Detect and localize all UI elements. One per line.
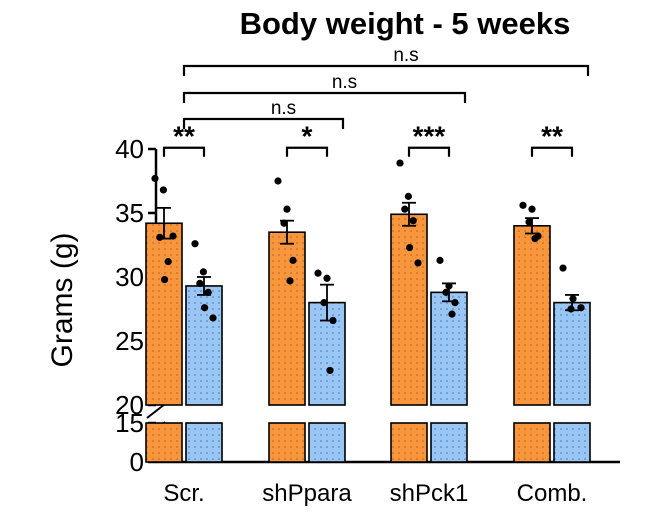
bar-blue-upper <box>185 285 223 406</box>
data-point <box>320 299 328 307</box>
data-point <box>525 218 533 226</box>
data-point <box>151 174 159 183</box>
data-point <box>448 310 456 318</box>
chart-title: Body weight - 5 weeks <box>240 6 571 41</box>
data-point <box>199 268 207 276</box>
x-tick-label: Scr. <box>163 480 204 507</box>
bars <box>145 213 591 463</box>
data-point <box>169 232 177 240</box>
significance-bracket <box>407 146 451 157</box>
data-point <box>274 177 282 185</box>
data-point <box>396 159 404 167</box>
y-tick-label: 30 <box>115 262 144 292</box>
y-tick-label: 15 <box>115 408 144 438</box>
bar-orange-lower <box>390 422 428 463</box>
x-axis-labels: Scr. shPpara shPck1 Comb. <box>163 480 587 507</box>
y-tick-label: 40 <box>115 134 144 164</box>
significance-annotations: ** * *** **n.sn.sn.s <box>162 45 590 157</box>
data-point <box>286 277 294 285</box>
data-point <box>414 259 422 267</box>
significance-bracket <box>162 146 206 157</box>
bar-orange-upper <box>145 222 183 406</box>
data-point <box>209 314 217 322</box>
x-tick-label: Comb. <box>517 480 588 507</box>
data-point <box>156 233 164 241</box>
significance-label-ns: n.s <box>332 72 357 93</box>
data-point <box>196 279 204 287</box>
data-point <box>401 205 409 213</box>
significance-bracket-ns <box>182 64 590 76</box>
significance-bracket-ns <box>182 91 467 103</box>
data-point <box>159 186 167 194</box>
data-point <box>406 243 414 252</box>
data-point <box>569 295 577 303</box>
data-point <box>528 205 536 213</box>
data-point <box>559 264 567 272</box>
y-axis-label: Grams (g) <box>46 233 79 368</box>
data-point <box>409 217 417 225</box>
significance-stars: * <box>302 121 313 152</box>
data-point <box>161 275 169 284</box>
bar-blue-upper <box>553 301 591 406</box>
bar-orange-lower <box>513 422 551 463</box>
bar-orange-upper <box>390 213 428 406</box>
data-point <box>326 366 334 375</box>
data-point <box>164 258 172 266</box>
data-point <box>323 274 331 282</box>
data-point <box>436 256 444 264</box>
data-point <box>314 269 322 277</box>
data-point <box>519 201 527 209</box>
data-point <box>451 299 459 307</box>
bar-blue-lower <box>185 422 223 463</box>
data-point <box>191 240 199 248</box>
data-point <box>531 235 539 243</box>
bar-orange-upper <box>513 225 551 406</box>
axis-break-mark-upper <box>146 403 166 419</box>
bar-orange-lower <box>268 422 306 463</box>
data-point <box>442 288 450 296</box>
y-tick-label: 0 <box>130 447 144 477</box>
bar-blue-lower <box>308 422 346 463</box>
significance-bracket <box>530 146 574 157</box>
data-point <box>577 304 585 312</box>
data-point <box>283 205 291 213</box>
bar-blue-lower <box>430 422 468 463</box>
significance-bracket <box>285 146 329 157</box>
data-point <box>201 304 209 312</box>
data-point <box>567 305 575 313</box>
bar-blue-lower <box>553 422 591 463</box>
significance-bracket-ns <box>182 117 345 129</box>
bar-orange-lower <box>145 422 183 463</box>
x-tick-label: shPpara <box>262 480 352 507</box>
bar-orange-upper <box>268 231 306 406</box>
y-tick-label: 25 <box>115 326 144 356</box>
significance-stars: ** <box>541 121 563 152</box>
data-point <box>404 192 412 200</box>
significance-label-ns: n.s <box>271 98 296 119</box>
y-tick-label: 20 <box>115 390 144 420</box>
significance-label-ns: n.s <box>393 45 418 66</box>
bar-blue-upper <box>430 291 468 406</box>
significance-stars: ** <box>173 121 195 152</box>
data-points <box>151 159 585 375</box>
error-bars <box>157 201 579 322</box>
x-tick-label: shPck1 <box>390 480 469 507</box>
data-point <box>289 256 297 264</box>
significance-stars: *** <box>413 121 446 152</box>
y-tick-label: 35 <box>115 198 144 228</box>
